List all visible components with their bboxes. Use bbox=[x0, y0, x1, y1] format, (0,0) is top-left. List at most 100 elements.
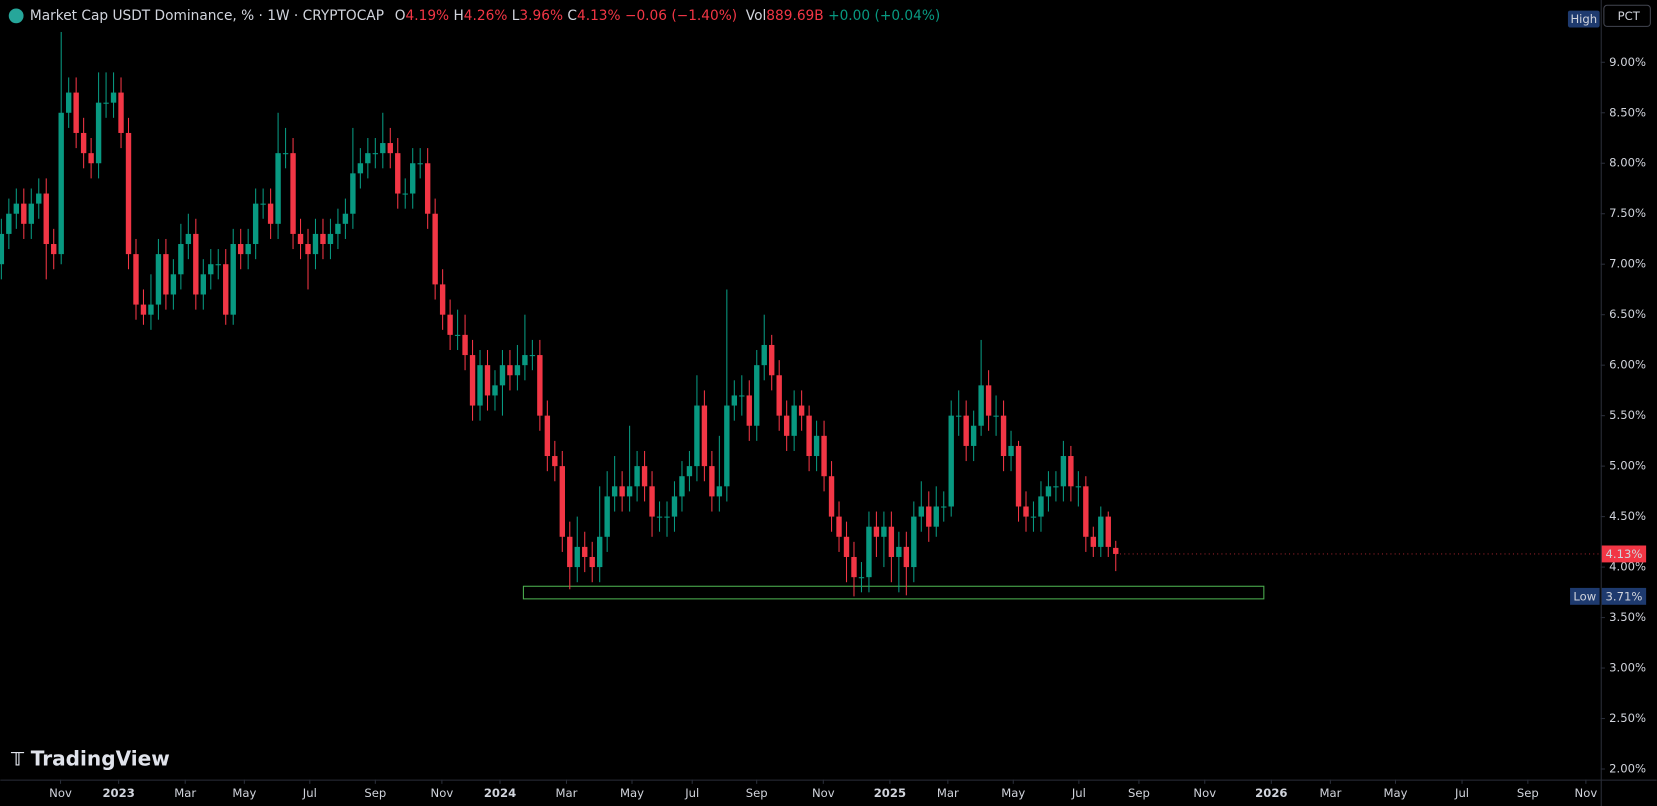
candle-body bbox=[462, 334, 468, 356]
candle-body bbox=[1060, 456, 1067, 487]
x-tick-label: Jul bbox=[1071, 786, 1086, 800]
candle-body bbox=[1008, 445, 1014, 457]
candle-body bbox=[626, 486, 633, 497]
candle-body bbox=[843, 536, 850, 557]
candle-body bbox=[948, 415, 954, 507]
candle-body bbox=[342, 213, 349, 224]
candle-body bbox=[118, 92, 124, 133]
candle-body bbox=[619, 486, 625, 497]
candle-body bbox=[103, 102, 109, 104]
candle-body bbox=[1038, 496, 1044, 517]
chart-header: Market Cap USDT Dominance, % · 1W · CRYP… bbox=[30, 8, 940, 24]
candle-body bbox=[215, 264, 221, 266]
candle-body bbox=[95, 102, 102, 164]
candle-body bbox=[290, 153, 296, 234]
candle-body bbox=[783, 415, 790, 436]
candle-body bbox=[970, 425, 977, 446]
candle-body bbox=[716, 486, 723, 497]
brand: TradingView bbox=[31, 746, 170, 770]
candle-body bbox=[350, 173, 356, 214]
candle-body bbox=[1068, 456, 1074, 487]
x-tick-label: Jul bbox=[1454, 786, 1469, 800]
x-tick-label: Mar bbox=[1319, 786, 1341, 800]
candle-body bbox=[380, 143, 386, 154]
low-price-label: 3.71% bbox=[1605, 589, 1642, 603]
candle-body bbox=[13, 203, 20, 214]
candle-body bbox=[454, 334, 461, 336]
candle-body bbox=[155, 254, 162, 305]
scale-mode-button[interactable] bbox=[1603, 4, 1651, 27]
candle-body bbox=[312, 233, 319, 255]
candle-body bbox=[357, 163, 364, 174]
candle-body bbox=[559, 466, 565, 537]
candle-body bbox=[282, 153, 289, 155]
candle-body bbox=[0, 233, 5, 265]
candle-body bbox=[6, 213, 12, 234]
candle-body bbox=[1090, 536, 1097, 547]
x-tick-label: Sep bbox=[1128, 786, 1150, 800]
candle-body bbox=[43, 193, 49, 245]
candle-body bbox=[335, 223, 341, 234]
candle-body bbox=[873, 526, 880, 537]
interval: 1W bbox=[267, 8, 290, 24]
scale-mode[interactable]: PCT bbox=[1618, 9, 1641, 23]
candle-body bbox=[395, 153, 401, 194]
candle-body bbox=[679, 476, 685, 497]
candle-body bbox=[21, 203, 27, 224]
y-tick-label: 6.50% bbox=[1609, 307, 1646, 321]
x-tick-label: May bbox=[1001, 786, 1025, 800]
candle-body bbox=[529, 355, 536, 357]
candle-body bbox=[80, 132, 87, 154]
x-tick-label: Nov bbox=[1575, 786, 1598, 800]
candle-body bbox=[432, 213, 438, 285]
candle-body bbox=[65, 92, 72, 113]
candle-body bbox=[170, 274, 177, 295]
candle-body bbox=[58, 112, 64, 255]
candle-body bbox=[985, 385, 992, 416]
candle-body bbox=[776, 375, 782, 416]
candle-body bbox=[821, 435, 827, 477]
candle-body bbox=[223, 264, 229, 315]
candle-body bbox=[866, 526, 872, 578]
low-tag: Low bbox=[1573, 589, 1596, 603]
candle-body bbox=[1045, 486, 1052, 497]
support-zone bbox=[522, 585, 1265, 600]
candle-body bbox=[611, 486, 618, 497]
x-tick-label: 2026 bbox=[1255, 786, 1287, 800]
candle-body bbox=[305, 244, 311, 255]
candle-body bbox=[507, 365, 513, 376]
high-tag-bg bbox=[1567, 10, 1600, 28]
candle-body bbox=[701, 405, 708, 467]
x-tick-label: Mar bbox=[174, 786, 196, 800]
candle-body bbox=[724, 405, 730, 487]
candle-body bbox=[582, 546, 588, 557]
candle-body bbox=[911, 516, 917, 568]
candle-body bbox=[791, 405, 797, 436]
candle-body bbox=[641, 466, 648, 487]
candle-body bbox=[552, 456, 558, 467]
x-tick-label: Mar bbox=[937, 786, 959, 800]
candle-body bbox=[424, 163, 431, 214]
candle-body bbox=[851, 556, 857, 578]
y-tick-label: 5.00% bbox=[1609, 459, 1646, 473]
candle-body bbox=[402, 193, 408, 195]
y-tick-label: 6.00% bbox=[1609, 358, 1646, 372]
candle-body bbox=[447, 314, 453, 335]
candle-body bbox=[133, 254, 139, 305]
candle-body bbox=[110, 92, 117, 103]
title: Market Cap USDT Dominance, % bbox=[30, 8, 254, 24]
candle-body bbox=[499, 365, 506, 386]
low-price-badge bbox=[1601, 587, 1647, 605]
candle-body bbox=[410, 163, 416, 194]
candle-body bbox=[993, 415, 999, 417]
x-tick-label: 2023 bbox=[102, 786, 134, 800]
candle-body bbox=[267, 203, 274, 224]
y-tick-label: 7.50% bbox=[1609, 206, 1646, 220]
candle-body bbox=[73, 92, 79, 133]
x-tick-label: Jul bbox=[302, 786, 317, 800]
y-tick-label: 9.00% bbox=[1609, 55, 1646, 69]
y-tick-label: 8.00% bbox=[1609, 156, 1646, 170]
candle-body bbox=[813, 435, 820, 457]
